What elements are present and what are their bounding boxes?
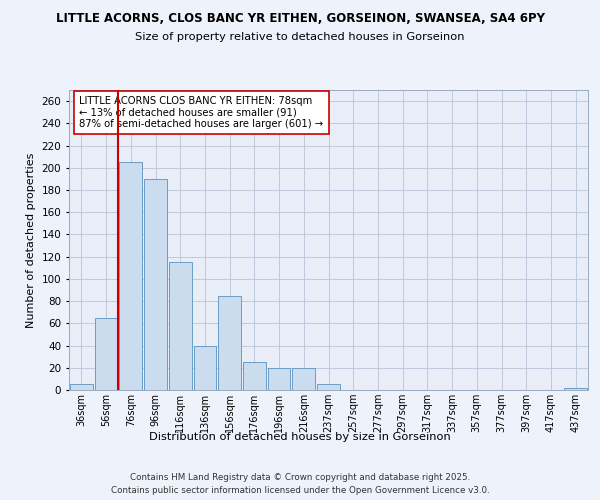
Bar	[169, 262, 191, 390]
Bar	[243, 362, 266, 390]
Text: Size of property relative to detached houses in Gorseinon: Size of property relative to detached ho…	[135, 32, 465, 42]
Text: Contains public sector information licensed under the Open Government Licence v3: Contains public sector information licen…	[110, 486, 490, 495]
Bar	[317, 384, 340, 390]
Y-axis label: Number of detached properties: Number of detached properties	[26, 152, 36, 328]
Bar	[218, 296, 241, 390]
Bar	[292, 368, 315, 390]
Bar	[95, 318, 118, 390]
Bar	[119, 162, 142, 390]
Bar	[564, 388, 587, 390]
Bar	[144, 179, 167, 390]
Text: Distribution of detached houses by size in Gorseinon: Distribution of detached houses by size …	[149, 432, 451, 442]
Bar	[268, 368, 290, 390]
Text: Contains HM Land Registry data © Crown copyright and database right 2025.: Contains HM Land Registry data © Crown c…	[130, 472, 470, 482]
Bar	[194, 346, 216, 390]
Text: LITTLE ACORNS, CLOS BANC YR EITHEN, GORSEINON, SWANSEA, SA4 6PY: LITTLE ACORNS, CLOS BANC YR EITHEN, GORS…	[56, 12, 545, 26]
Text: LITTLE ACORNS CLOS BANC YR EITHEN: 78sqm
← 13% of detached houses are smaller (9: LITTLE ACORNS CLOS BANC YR EITHEN: 78sqm…	[79, 96, 323, 129]
Bar	[70, 384, 93, 390]
